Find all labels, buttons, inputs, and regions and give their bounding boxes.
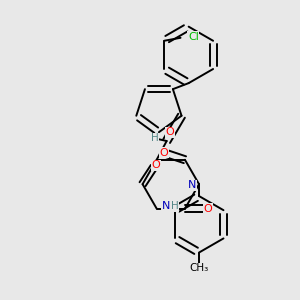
Text: N: N — [188, 180, 196, 190]
Text: Cl: Cl — [188, 32, 199, 42]
Text: O: O — [152, 160, 161, 170]
Text: O: O — [160, 148, 169, 158]
Text: N: N — [162, 201, 170, 211]
Text: H: H — [151, 133, 159, 143]
Text: H: H — [171, 201, 179, 211]
Text: O: O — [166, 127, 174, 137]
Text: CH₃: CH₃ — [189, 263, 209, 273]
Text: O: O — [204, 204, 212, 214]
